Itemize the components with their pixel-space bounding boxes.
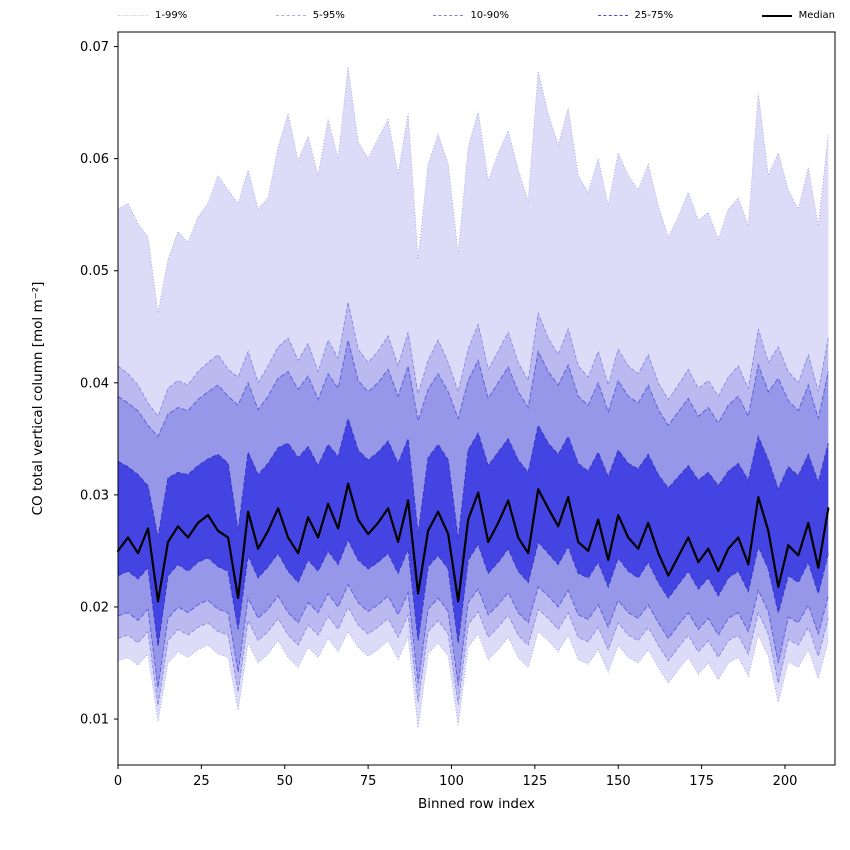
svg-text:25: 25 [193, 774, 210, 789]
svg-text:0.05: 0.05 [80, 264, 109, 279]
svg-text:125: 125 [522, 774, 547, 789]
svg-text:0.07: 0.07 [80, 40, 109, 55]
legend-line-median-icon [761, 14, 792, 17]
svg-text:0: 0 [114, 774, 122, 789]
svg-text:200: 200 [773, 774, 798, 789]
legend-label-median: Median [798, 10, 835, 21]
legend-line-1-99-icon [118, 15, 148, 16]
svg-text:150: 150 [606, 774, 631, 789]
legend-label-5-95: 5-95% [312, 10, 345, 21]
svg-text:0.06: 0.06 [80, 152, 109, 167]
legend-item-10-90: 10-90% [433, 10, 509, 21]
svg-text:0.01: 0.01 [80, 713, 109, 728]
legend-line-10-90-icon [433, 15, 464, 16]
svg-text:0.03: 0.03 [80, 488, 109, 503]
svg-text:50: 50 [276, 774, 293, 789]
svg-text:Binned row index: Binned row index [418, 796, 535, 812]
svg-text:175: 175 [689, 774, 714, 789]
svg-text:75: 75 [360, 774, 377, 789]
legend-item-median: Median [761, 10, 835, 21]
legend-item-25-75: 25-75% [597, 10, 674, 21]
legend-line-25-75-icon [597, 15, 628, 16]
svg-text:100: 100 [439, 774, 464, 789]
chart-legend: 1-99% 5-95% 10-90% 25-75% Median [118, 10, 835, 21]
svg-text:0.04: 0.04 [80, 376, 109, 391]
legend-line-5-95-icon [275, 15, 306, 16]
legend-label-1-99: 1-99% [155, 10, 188, 21]
legend-item-1-99: 1-99% [118, 10, 187, 21]
legend-label-25-75: 25-75% [634, 10, 674, 21]
legend-label-10-90: 10-90% [470, 10, 509, 21]
legend-item-5-95: 5-95% [275, 10, 345, 21]
svg-text:CO total vertical column [mol: CO total vertical column [mol m⁻²] [30, 282, 46, 516]
svg-text:0.02: 0.02 [80, 600, 109, 615]
